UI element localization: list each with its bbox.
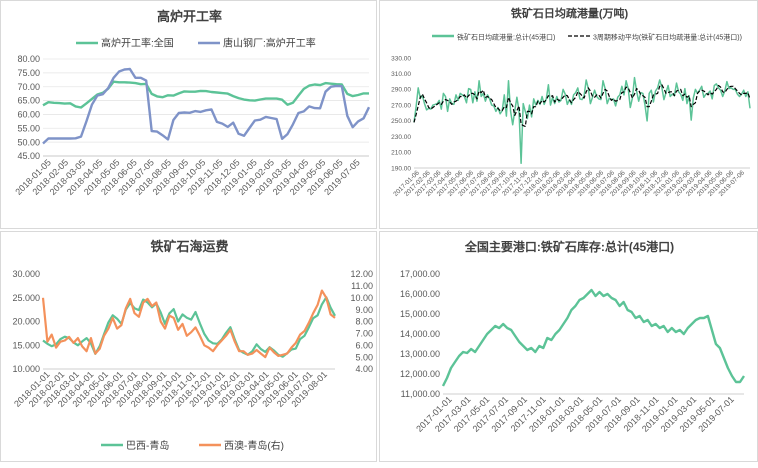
legend-label: 3周期移动平均(铁矿石日均疏港量:总计(45港口)) bbox=[593, 33, 742, 42]
y-tick-label: 70.00 bbox=[17, 82, 40, 92]
y-tick-label: 310.00 bbox=[391, 71, 411, 78]
y-tick-label: 25.000 bbox=[12, 293, 40, 303]
chart-svg-1: 高炉开工率 80.00 75.00 70.00 65.00 60.00 55.00 50.00… bbox=[13, 9, 371, 197]
y-right-tick-label: 11.00 bbox=[351, 281, 373, 291]
chart-panel-blast-furnace-rate: 高炉开工率 80.00 75.00 70.00 65.00 60.00 55.00 50.00… bbox=[0, 0, 377, 229]
y-tick-label: 230.00 bbox=[391, 134, 411, 141]
y-tick-label: 30.000 bbox=[12, 269, 40, 279]
y-right-tick-label: 5.00 bbox=[355, 352, 373, 362]
legend-label: 西澳-青岛(右) bbox=[224, 439, 284, 452]
y-tick-label: 15,000.00 bbox=[400, 309, 440, 319]
y-tick-label: 20.000 bbox=[12, 317, 40, 327]
y-tick-label: 210.00 bbox=[391, 150, 411, 157]
y-right-tick-label: 6.00 bbox=[355, 340, 373, 350]
legend-label: 铁矿石日均疏港量:总计(45港口) bbox=[457, 33, 555, 42]
y-right-tick-label: 12.00 bbox=[350, 269, 373, 279]
chart-svg-3: 铁矿石海运费 30.000 25.000 20.000 15.000 10.000 12.0… bbox=[12, 239, 373, 452]
y-tick-label: 250.00 bbox=[391, 118, 411, 125]
y-tick-label: 12,000.00 bbox=[400, 369, 440, 379]
chart-title: 高炉开工率 bbox=[157, 9, 222, 24]
y-tick-label: 330.00 bbox=[391, 55, 411, 62]
y-tick-label: 190.00 bbox=[391, 165, 411, 172]
chart-panel-daily-port-clearance: 铁矿石日均疏港量(万吨) 330.00 310.00 290.00 270.00 250.… bbox=[379, 0, 758, 229]
legend-label: 高炉开工率:全国 bbox=[101, 37, 174, 50]
chart-panel-ocean-freight: 铁矿石海运费 30.000 25.000 20.000 15.000 10.000 12.0… bbox=[0, 231, 377, 462]
y-tick-label: 16,000.00 bbox=[400, 289, 440, 299]
y-tick-label: 55.00 bbox=[17, 123, 40, 133]
chart-title: 铁矿石日均疏港量(万吨) bbox=[511, 6, 629, 20]
y-right-tick-label: 10.00 bbox=[350, 293, 373, 303]
series-line-2 bbox=[42, 67, 371, 145]
y-tick-label: 15.000 bbox=[12, 340, 40, 350]
y-right-tick-label: 8.00 bbox=[355, 317, 373, 327]
series-line-2 bbox=[413, 84, 751, 128]
legend-label: 巴西-青岛 bbox=[126, 439, 169, 452]
y-tick-label: 50.00 bbox=[17, 137, 40, 147]
series-line-1 bbox=[441, 288, 745, 387]
y-right-tick-label: 9.00 bbox=[355, 305, 373, 315]
chart-title: 全国主要港口:铁矿石库存:总计(45港口) bbox=[464, 239, 674, 254]
y-right-tick-label: 7.00 bbox=[355, 329, 373, 339]
series-line-1 bbox=[413, 76, 751, 165]
chart-title: 铁矿石海运费 bbox=[149, 239, 228, 254]
y-tick-label: 10.000 bbox=[12, 364, 40, 374]
chart-panel-port-inventory: 全国主要港口:铁矿石库存:总计(45港口) 17,000.00 16,000.00 1… bbox=[379, 231, 758, 462]
chart-svg-4: 全国主要港口:铁矿石库存:总计(45港口) 17,000.00 16,000.00 1… bbox=[400, 239, 745, 434]
y-tick-label: 270.00 bbox=[391, 102, 411, 109]
y-tick-label: 11,000.00 bbox=[401, 389, 440, 399]
chart-svg-2: 铁矿石日均疏港量(万吨) 330.00 310.00 290.00 270.00 250.… bbox=[391, 6, 751, 198]
y-tick-label: 13,000.00 bbox=[400, 349, 440, 359]
y-tick-label: 45.00 bbox=[17, 151, 40, 161]
legend-label: 唐山钢厂:高炉开工率 bbox=[223, 37, 316, 50]
y-tick-label: 80.00 bbox=[17, 54, 40, 64]
y-tick-label: 75.00 bbox=[17, 68, 40, 78]
y-right-tick-label: 4.00 bbox=[355, 364, 373, 374]
y-tick-label: 17,000.00 bbox=[400, 269, 440, 279]
y-tick-label: 290.00 bbox=[391, 87, 411, 94]
y-tick-label: 60.00 bbox=[17, 110, 40, 120]
y-tick-label: 65.00 bbox=[17, 96, 40, 106]
series-line-2 bbox=[41, 289, 336, 359]
y-tick-label: 14,000.00 bbox=[400, 329, 440, 339]
